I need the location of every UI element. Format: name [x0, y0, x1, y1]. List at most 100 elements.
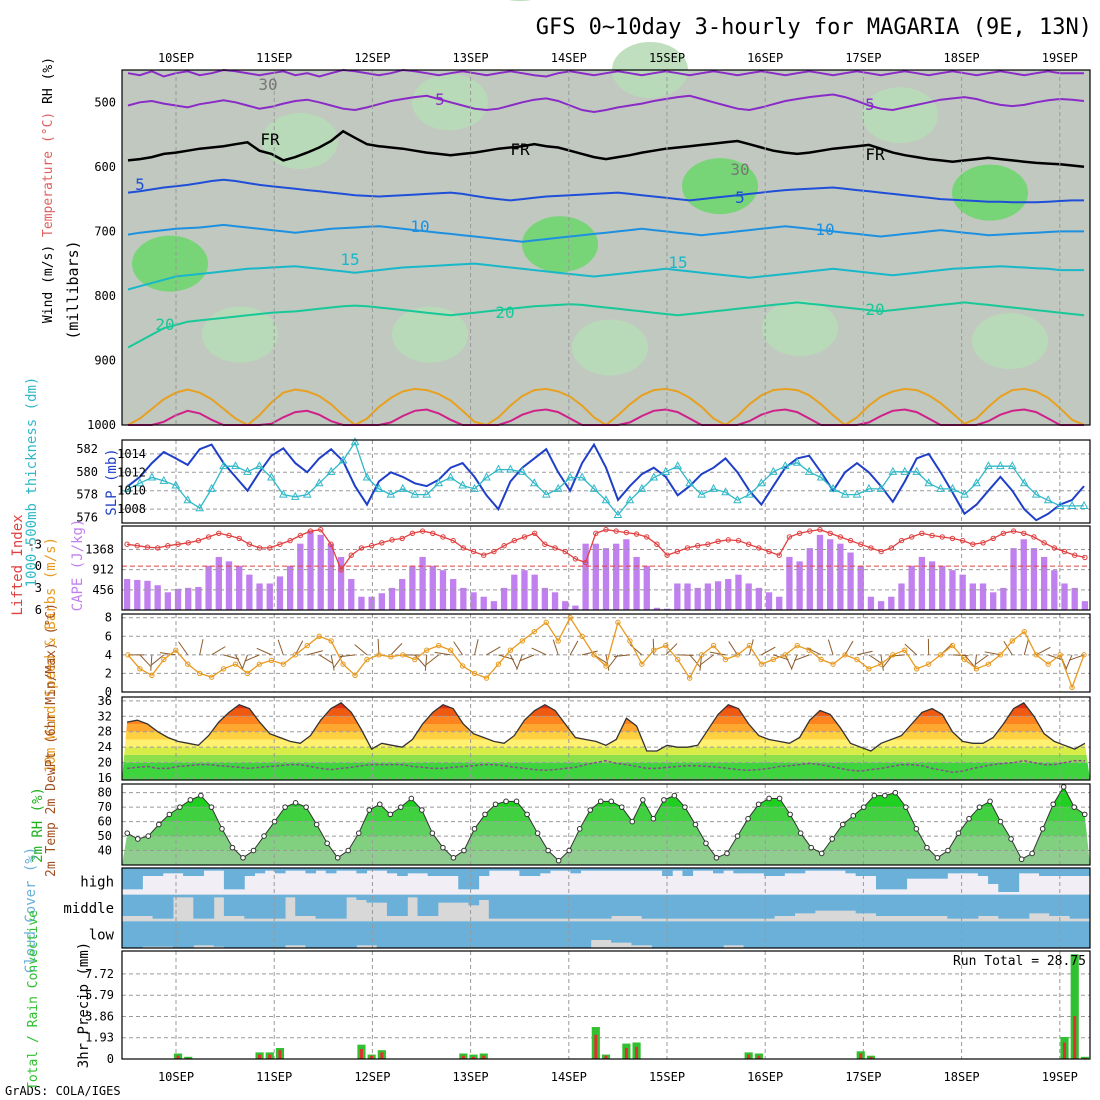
wind-barb: [509, 654, 518, 670]
cloud-cell: [468, 868, 480, 890]
cloud-cell: [672, 894, 683, 919]
wind-speed-point: [997, 652, 1004, 658]
wind-barb: [761, 646, 776, 656]
cloud-cell: [712, 894, 724, 919]
temperature-band: [122, 747, 1090, 755]
cloud-cell: [814, 921, 826, 948]
cloud-cell: [549, 894, 561, 919]
cloud-cell: [305, 868, 317, 874]
rh2m-point: [450, 854, 457, 861]
wind-speed-point: [925, 661, 932, 667]
thickness-point: [278, 489, 288, 498]
cloud-cell: [407, 921, 418, 948]
rh-band: [122, 792, 1090, 808]
cloud-cell: [600, 894, 612, 919]
temp-tick-label: 20: [98, 756, 112, 770]
cloud-cell: [865, 868, 877, 876]
cape-bar: [327, 543, 335, 610]
cloud-cell: [631, 921, 643, 946]
wind-speed-point: [830, 661, 836, 667]
cloud-cell: [244, 894, 255, 919]
contour-label: 30: [258, 75, 277, 94]
rh2m-point: [1050, 801, 1056, 808]
thickness-point: [434, 478, 444, 487]
lifted-index-point: [970, 541, 976, 547]
rh2m-point: [355, 830, 362, 836]
lifted-index-point: [613, 528, 619, 534]
precip-convective-bar: [380, 1052, 384, 1059]
cape-tick-label: 912: [92, 563, 114, 577]
temp-tick-label: 28: [98, 725, 112, 739]
pressure-tick-label: 600: [94, 160, 116, 174]
cloud-cell: [448, 894, 459, 903]
temperature-band: [122, 754, 1090, 763]
cloud-cell: [519, 921, 531, 948]
cloud-cell: [621, 894, 632, 916]
wind-barb: [486, 646, 501, 656]
thickness-point: [374, 483, 384, 492]
lifted-index-point: [837, 534, 844, 540]
cloud-cell: [580, 894, 592, 919]
thickness-point: [673, 461, 683, 470]
rh2m-point: [850, 813, 857, 819]
wind-speed-point: [961, 656, 968, 663]
cloud-cell: [427, 868, 439, 876]
rh-shade: [952, 164, 1028, 221]
wind-barb: [256, 647, 272, 656]
cape-tick-label: 456: [92, 583, 114, 597]
date-tick-label-top: 11SEP: [256, 51, 292, 65]
cloud-cell: [600, 868, 612, 871]
cape-bar: [388, 587, 396, 610]
wind-speed-point: [579, 633, 585, 639]
thickness-point: [661, 466, 671, 475]
cloud-cell: [458, 868, 469, 890]
thickness-point: [195, 503, 205, 512]
cloud-cell: [570, 868, 582, 874]
precip-axis-label: 3hr Precip (mm): [76, 942, 92, 1068]
rh-band: [122, 821, 1090, 837]
cape-bar: [643, 565, 650, 610]
cloud-cell: [641, 894, 653, 919]
cloud-cell: [295, 894, 306, 916]
rh2m-point: [945, 847, 951, 854]
cape-bar: [185, 587, 192, 610]
cloud-cell: [733, 868, 745, 874]
cloud-cell: [132, 921, 143, 948]
rh-tick-label: 60: [98, 815, 112, 829]
lifted-index-point: [226, 532, 232, 539]
cape-bar: [613, 543, 620, 610]
cloud-cell: [1028, 868, 1040, 874]
cloud-cell: [702, 894, 714, 919]
thickness-point: [494, 464, 503, 473]
lifted-index-point: [858, 541, 864, 547]
cloud-row-label: low: [89, 928, 115, 944]
cloud-cell: [172, 868, 184, 874]
temp-tick-label: 36: [98, 694, 112, 708]
slp-tick-label: 1012: [117, 465, 146, 479]
cape-bar: [877, 601, 885, 610]
cloud-cell: [723, 868, 734, 871]
isotherm-line: [127, 93, 1085, 114]
cape-bar: [266, 583, 273, 610]
cape-bar: [1040, 556, 1048, 610]
wind-speed-point: [914, 666, 920, 672]
lifted-index-point: [368, 543, 375, 549]
cloud-cell: [264, 894, 276, 919]
cloud-cell: [193, 921, 205, 946]
cloud-cell: [172, 894, 184, 898]
precip-convective-bar: [258, 1054, 262, 1059]
precip-convective-bar: [268, 1054, 272, 1059]
wind-barb: [552, 639, 559, 656]
cloud-cell: [784, 921, 796, 948]
cloud-cell: [335, 921, 347, 948]
wind-barb: [665, 643, 678, 656]
temp2m-axis-label: 2m Temp 2m DewPt (6hr Min/Max) (°C): [44, 603, 59, 877]
rh2m-point: [124, 830, 131, 836]
cape-bar: [215, 556, 222, 610]
lifted-index-point: [175, 541, 181, 547]
rh2m-point: [692, 821, 699, 828]
cloud-cell: [478, 921, 490, 948]
cloud-cell: [560, 921, 571, 948]
cloud-cell: [1079, 894, 1091, 919]
cape-bar: [470, 592, 477, 610]
